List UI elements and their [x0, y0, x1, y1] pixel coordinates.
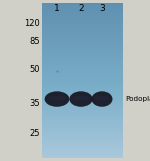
Bar	[42, 137, 123, 138]
Bar	[42, 77, 123, 79]
Ellipse shape	[92, 91, 112, 107]
Bar	[42, 21, 123, 23]
Bar	[42, 109, 123, 111]
Bar	[42, 106, 123, 108]
Bar	[42, 15, 123, 17]
Bar	[42, 115, 123, 117]
Bar	[42, 84, 123, 86]
Ellipse shape	[69, 91, 93, 107]
Text: 50: 50	[29, 65, 40, 74]
Bar	[42, 63, 123, 65]
Bar	[42, 17, 123, 19]
Bar	[42, 96, 123, 98]
Bar	[42, 30, 123, 32]
Bar	[42, 133, 123, 135]
Bar	[42, 123, 123, 125]
Bar	[42, 100, 123, 102]
Bar	[42, 19, 123, 21]
Ellipse shape	[48, 96, 66, 101]
Bar	[42, 32, 123, 34]
Text: 85: 85	[29, 37, 40, 46]
Bar	[42, 150, 123, 152]
Bar	[42, 90, 123, 92]
Bar	[42, 55, 123, 57]
Bar	[42, 44, 123, 46]
Bar	[42, 88, 123, 90]
Bar	[42, 138, 123, 140]
Bar	[42, 13, 123, 15]
Bar	[42, 127, 123, 129]
Bar	[42, 5, 123, 7]
Bar	[42, 42, 123, 44]
Bar	[42, 154, 123, 156]
Bar	[42, 28, 123, 30]
Bar	[42, 144, 123, 146]
Bar	[42, 131, 123, 133]
Text: Podoplanin: Podoplanin	[125, 96, 150, 102]
Bar	[42, 148, 123, 150]
Text: 1: 1	[54, 4, 60, 13]
Bar	[42, 125, 123, 127]
Bar	[42, 156, 123, 158]
Bar	[42, 3, 123, 5]
Text: 35: 35	[29, 99, 40, 108]
Bar	[42, 102, 123, 104]
Text: 120: 120	[24, 19, 40, 28]
Text: 2: 2	[78, 4, 84, 13]
Bar	[42, 59, 123, 61]
Bar	[42, 92, 123, 94]
Bar	[42, 9, 123, 11]
Ellipse shape	[72, 96, 90, 101]
Bar	[42, 117, 123, 119]
Bar	[42, 65, 123, 67]
Bar	[42, 46, 123, 48]
Bar	[42, 79, 123, 80]
Bar	[42, 38, 123, 40]
Text: 25: 25	[29, 128, 40, 137]
Bar	[42, 94, 123, 96]
Bar	[42, 69, 123, 71]
Bar	[42, 108, 123, 109]
Bar	[42, 67, 123, 69]
Bar	[42, 53, 123, 55]
Bar	[42, 119, 123, 121]
Bar	[42, 80, 123, 82]
Bar	[42, 152, 123, 154]
Bar	[42, 104, 123, 106]
Text: 3: 3	[99, 4, 105, 13]
Bar	[42, 86, 123, 88]
Bar	[42, 140, 123, 142]
Bar	[42, 146, 123, 148]
Bar	[42, 82, 123, 84]
Ellipse shape	[45, 91, 69, 107]
Bar	[42, 50, 123, 52]
Bar	[42, 142, 123, 144]
Bar	[42, 71, 123, 73]
Bar	[42, 98, 123, 100]
Bar	[42, 135, 123, 137]
Bar	[42, 75, 123, 77]
Bar	[42, 26, 123, 28]
Bar	[42, 7, 123, 9]
Bar	[42, 113, 123, 115]
Bar	[42, 111, 123, 113]
Bar	[42, 11, 123, 13]
Bar	[42, 48, 123, 50]
Bar	[42, 61, 123, 63]
Bar	[42, 52, 123, 53]
Bar	[42, 23, 123, 24]
Bar	[42, 34, 123, 36]
Bar	[42, 121, 123, 123]
Bar	[42, 73, 123, 75]
Bar	[42, 40, 123, 42]
Bar	[42, 57, 123, 59]
Bar	[42, 129, 123, 131]
Ellipse shape	[94, 96, 110, 101]
Bar	[42, 36, 123, 38]
Bar	[42, 24, 123, 26]
